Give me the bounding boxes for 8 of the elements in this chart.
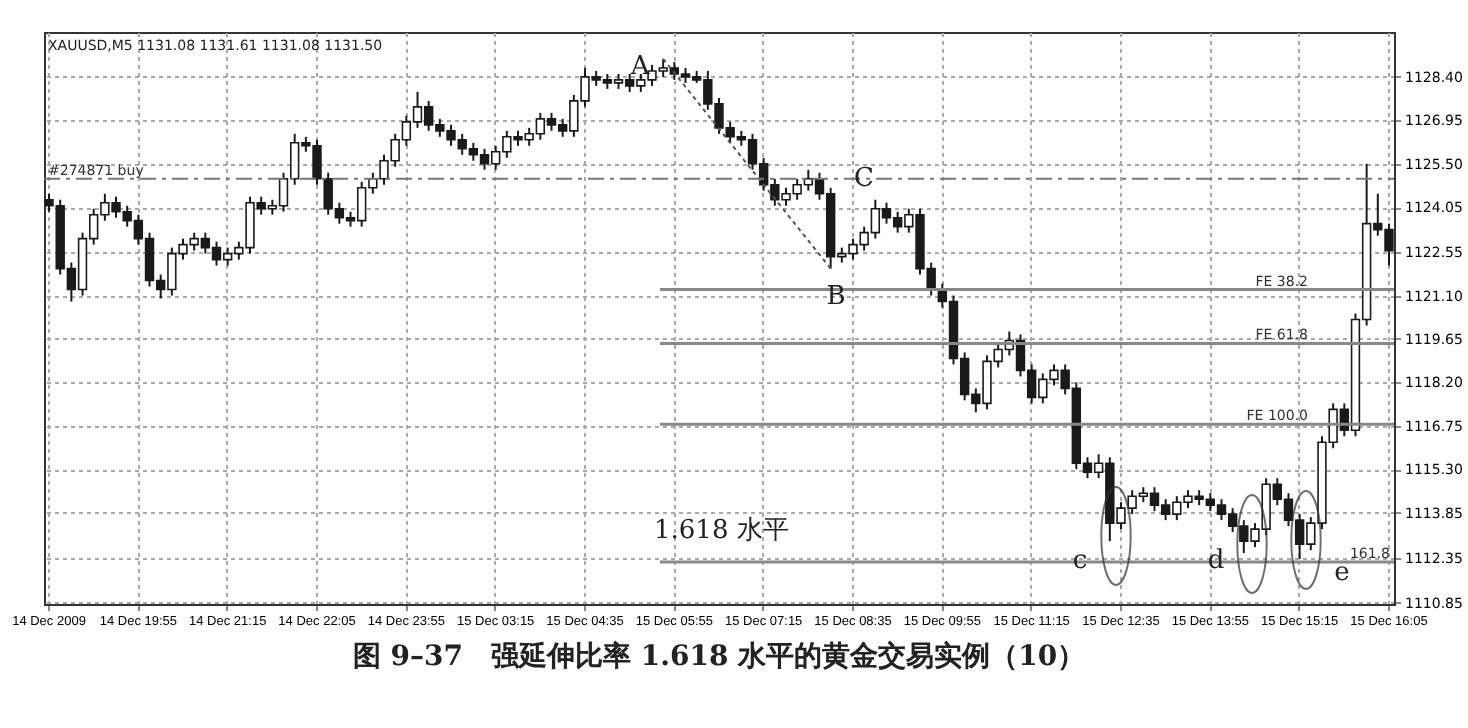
annotation: B bbox=[826, 282, 846, 312]
text: 图 9–37 强延伸比率 1.618 水平的黄金交易实例（10） bbox=[352, 639, 1086, 673]
annotation: A bbox=[628, 52, 651, 82]
annotation: 1.618 水平 bbox=[654, 516, 789, 546]
annotation: c bbox=[1072, 546, 1088, 576]
annotation: e bbox=[1334, 558, 1351, 588]
annotation: d bbox=[1207, 546, 1225, 576]
annotation: C bbox=[854, 164, 875, 194]
